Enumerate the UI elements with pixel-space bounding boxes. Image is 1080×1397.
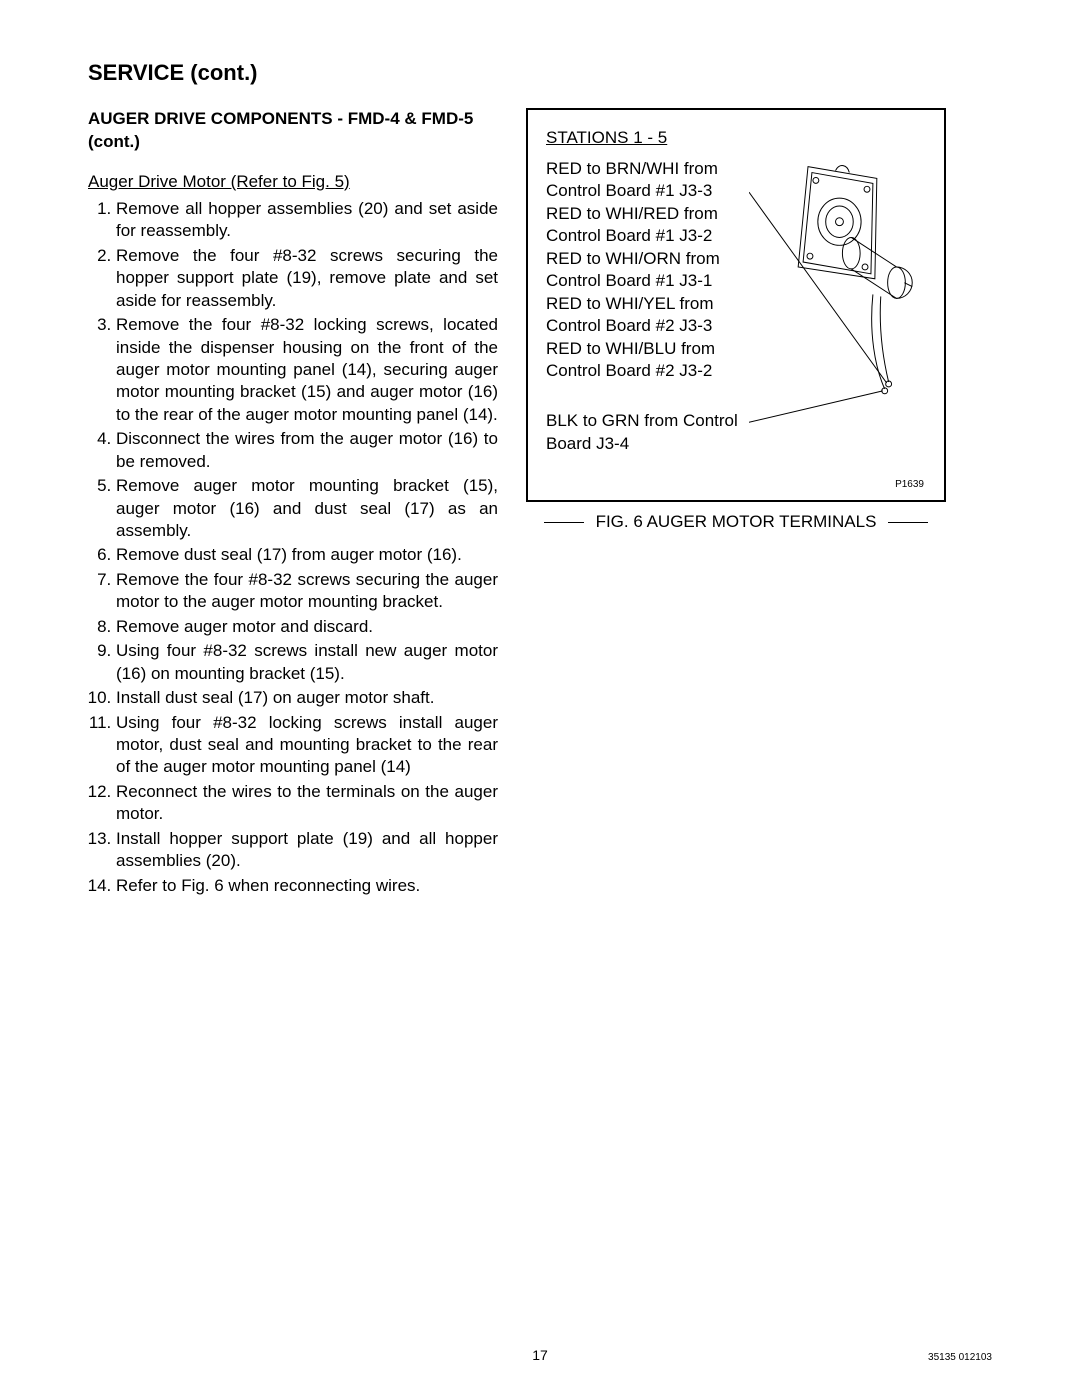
procedure-step: Using four #8-32 locking screws install … — [116, 712, 498, 779]
wiring-block-2: BLK to GRN from Control Board J3-4 — [546, 410, 741, 455]
figure-part-number: P1639 — [895, 479, 924, 490]
left-column: AUGER DRIVE COMPONENTS - FMD-4 & FMD-5 (… — [88, 108, 498, 899]
procedure-step: Disconnect the wires from the auger moto… — [116, 428, 498, 473]
figure-wrap: STATIONS 1 - 5 RED to BRN/WHI from Contr… — [526, 108, 946, 532]
procedure-step: Install dust seal (17) on auger motor sh… — [116, 687, 498, 709]
procedure-step: Remove auger motor mounting bracket (15)… — [116, 475, 498, 542]
procedure-step: Using four #8-32 screws install new auge… — [116, 640, 498, 685]
procedure-step: Remove auger motor and discard. — [116, 616, 498, 638]
document-code: 35135 012103 — [928, 1352, 992, 1363]
procedure-steps: Remove all hopper assemblies (20) and se… — [88, 198, 498, 897]
figure-text: RED to BRN/WHI from Control Board #1 J3-… — [546, 158, 741, 455]
sub-heading: Auger Drive Motor (Refer to Fig. 5) — [88, 172, 498, 192]
figure-heading: STATIONS 1 - 5 — [546, 128, 926, 148]
figure-box: STATIONS 1 - 5 RED to BRN/WHI from Contr… — [526, 108, 946, 502]
procedure-step: Remove dust seal (17) from auger motor (… — [116, 544, 498, 566]
two-column-layout: AUGER DRIVE COMPONENTS - FMD-4 & FMD-5 (… — [88, 108, 992, 899]
caption-rule-right — [888, 522, 928, 523]
figure-body: RED to BRN/WHI from Control Board #1 J3-… — [546, 158, 926, 488]
procedure-step: Remove the four #8-32 screws securing th… — [116, 569, 498, 614]
page-number: 17 — [532, 1347, 548, 1363]
auger-motor-diagram — [749, 158, 926, 488]
figure-caption: FIG. 6 AUGER MOTOR TERMINALS — [526, 512, 946, 532]
caption-rule-left — [544, 522, 584, 523]
right-column: STATIONS 1 - 5 RED to BRN/WHI from Contr… — [526, 108, 946, 532]
section-title: AUGER DRIVE COMPONENTS - FMD-4 & FMD-5 (… — [88, 108, 498, 154]
page: SERVICE (cont.) AUGER DRIVE COMPONENTS -… — [0, 0, 1080, 1397]
procedure-step: Reconnect the wires to the terminals on … — [116, 781, 498, 826]
wiring-block-1: RED to BRN/WHI from Control Board #1 J3-… — [546, 158, 741, 382]
procedure-step: Refer to Fig. 6 when reconnecting wires. — [116, 875, 498, 897]
caption-text: FIG. 6 AUGER MOTOR TERMINALS — [596, 512, 877, 532]
procedure-step: Install hopper support plate (19) and al… — [116, 828, 498, 873]
procedure-step: Remove the four #8-32 screws securing th… — [116, 245, 498, 312]
procedure-step: Remove the four #8-32 locking screws, lo… — [116, 314, 498, 426]
page-title: SERVICE (cont.) — [88, 60, 992, 86]
procedure-step: Remove all hopper assemblies (20) and se… — [116, 198, 498, 243]
